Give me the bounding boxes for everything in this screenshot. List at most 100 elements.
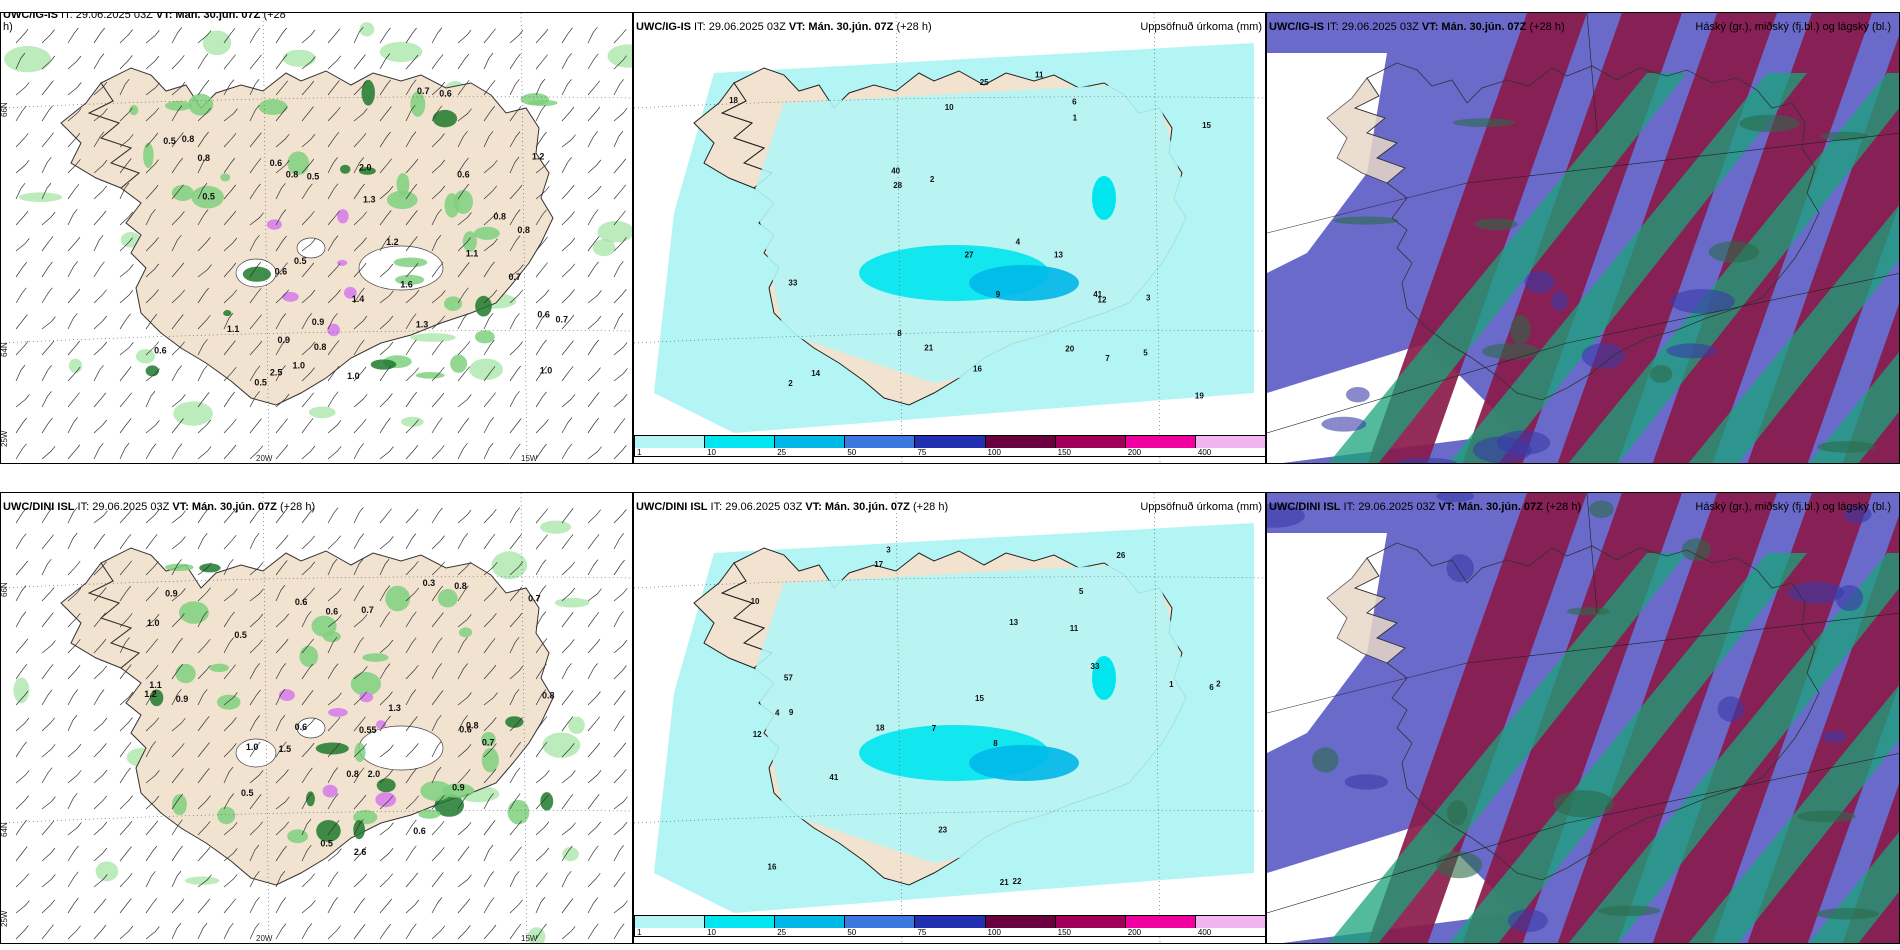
wind-barb xyxy=(249,613,264,628)
wind-barb xyxy=(483,638,496,654)
wind-barb xyxy=(457,443,468,460)
wind-barb xyxy=(145,926,160,940)
wind-barb xyxy=(509,767,521,784)
wind-barb xyxy=(197,419,212,434)
cloud-cell xyxy=(1524,270,1555,294)
wind-barb xyxy=(275,262,288,278)
wind-barb xyxy=(275,508,288,524)
wind-barb xyxy=(93,743,107,758)
glacier xyxy=(235,738,277,768)
wind-barb xyxy=(613,742,627,758)
wind-barb xyxy=(379,210,392,226)
wind-barb xyxy=(197,611,208,628)
wind-barb xyxy=(171,718,186,732)
wind-barb xyxy=(613,509,627,524)
wind-barb xyxy=(509,289,524,304)
wind-barb xyxy=(41,156,52,174)
wind-barb xyxy=(405,131,417,148)
wind-barb xyxy=(405,533,417,550)
lat-line xyxy=(1,810,632,824)
precip-patch xyxy=(505,716,524,728)
precip-value-label: 0.7 xyxy=(509,272,522,282)
wind-barb xyxy=(301,742,315,758)
wind-barb xyxy=(483,844,494,862)
wind-barb xyxy=(223,28,236,44)
precip-amount-label: 23 xyxy=(938,826,947,835)
wind-barb xyxy=(93,81,108,96)
wind-barb xyxy=(561,612,574,628)
wind-barb xyxy=(431,234,442,252)
colorbar-label: 10 xyxy=(707,448,717,457)
wind-barb xyxy=(405,819,417,836)
precip-patch xyxy=(540,792,554,811)
wind-barb xyxy=(613,715,625,732)
precip-value-label: 0.6 xyxy=(439,89,452,99)
wind-barb xyxy=(93,289,107,304)
wind-barb xyxy=(353,924,366,940)
wind-barb xyxy=(509,741,521,758)
panel-header: UWC/DINI ISL IT: 29.06.2025 03Z VT: Mán.… xyxy=(636,501,949,513)
wind-barb xyxy=(535,559,547,576)
lon-tick-label: 20W xyxy=(256,934,273,943)
wind-barb xyxy=(275,235,287,252)
lon-line xyxy=(262,493,270,943)
wind-barb xyxy=(171,637,183,654)
wind-barb xyxy=(535,131,547,148)
wind-barb xyxy=(405,845,417,862)
wind-barb xyxy=(379,611,391,628)
wind-barb xyxy=(561,898,574,914)
wind-barb xyxy=(93,108,108,122)
wind-barb xyxy=(119,742,132,758)
wind-barb xyxy=(587,106,601,122)
lon-line xyxy=(895,493,903,943)
wind-barb xyxy=(587,185,602,200)
wind-barb xyxy=(483,339,495,356)
precip-patch xyxy=(386,190,418,210)
precip-value-label: 1.2 xyxy=(386,237,399,247)
wind-barb xyxy=(93,612,106,628)
wind-barb xyxy=(327,263,341,278)
wind-barb xyxy=(249,78,260,96)
wind-barb xyxy=(379,536,394,550)
wind-barb xyxy=(119,533,132,550)
wind-barb xyxy=(119,664,132,680)
wind-barb xyxy=(327,558,338,576)
precip-amount-label: 40 xyxy=(891,166,900,175)
wind-barb xyxy=(67,845,79,862)
wind-barb xyxy=(379,639,394,654)
wind-barb xyxy=(587,845,599,862)
wind-barb xyxy=(197,209,209,226)
wind-barb xyxy=(41,29,55,44)
wind-barb xyxy=(431,445,445,460)
precip-patch xyxy=(444,296,463,311)
precip-patch xyxy=(362,653,389,662)
wind-barb xyxy=(509,79,520,96)
wind-barb xyxy=(379,417,391,434)
wind-barb xyxy=(483,52,494,70)
wind-barb xyxy=(561,417,573,434)
wind-barb xyxy=(327,614,342,628)
wind-barb xyxy=(93,392,107,408)
wind-barb xyxy=(275,897,287,914)
wind-barb xyxy=(431,820,445,836)
precip-patch xyxy=(217,806,236,825)
graticule xyxy=(1267,13,1899,434)
precip-value-label: 0.8 xyxy=(517,225,530,235)
wind-barb xyxy=(171,819,183,836)
wind-barb xyxy=(301,313,312,330)
wind-barb xyxy=(405,743,419,758)
wind-barb xyxy=(483,160,498,174)
wind-barb xyxy=(535,443,547,460)
wind-barb xyxy=(41,689,53,706)
wind-barb xyxy=(379,185,394,200)
wind-barb xyxy=(301,29,316,44)
panel-header: UWC/IG-IS IT: 29.06.2025 03Z VT: Mán. 30… xyxy=(3,12,286,33)
cloud-cell xyxy=(1681,538,1711,562)
cloud-cell xyxy=(1551,290,1568,312)
wind-barb xyxy=(67,183,80,200)
wind-barb xyxy=(457,821,472,836)
lat-tick-label: 66N xyxy=(1,582,9,597)
precip-patch xyxy=(410,91,426,117)
precip-value-label: 0.9 xyxy=(165,588,178,598)
wind-barb xyxy=(613,533,624,550)
